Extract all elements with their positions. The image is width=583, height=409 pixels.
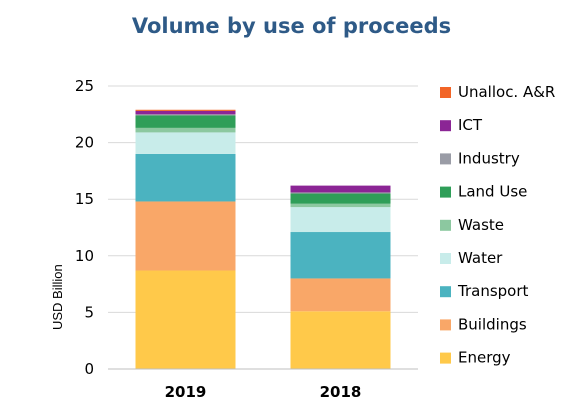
bar-segment-waste-2019 [135, 127, 236, 133]
legend-swatch [440, 286, 451, 298]
bar-segment-land-use-2019 [135, 115, 236, 128]
legend-swatch [440, 352, 451, 364]
bar-segment-industry-2019 [135, 114, 236, 116]
legend-swatch [440, 219, 451, 231]
legend-swatch [440, 319, 451, 331]
y-tick-label: 5 [84, 303, 94, 321]
legend-swatch [440, 186, 451, 198]
y-axis-label: USD Billion [50, 264, 65, 330]
axes: 0 5 10 15 20 25 2019 2018 [75, 77, 418, 401]
legend-label: Unalloc. A&R [458, 83, 555, 101]
legend-swatch [440, 120, 451, 132]
legend-label: Land Use [458, 183, 527, 201]
legend-label: Water [458, 249, 503, 267]
x-tick-label: 2019 [165, 383, 207, 401]
bar-segment-water-2018 [290, 207, 391, 233]
legend-label: Transport [457, 282, 529, 300]
bar-segment-buildings-2018 [290, 278, 391, 312]
bar-segment-buildings-2019 [135, 201, 236, 271]
x-tick-label: 2018 [320, 383, 362, 401]
legend-label: Waste [458, 216, 504, 234]
bar-segment-ict-2018 [290, 185, 391, 193]
bar-segment-unalloc-a-r-2019 [135, 109, 236, 111]
bar-segment-ict-2019 [135, 110, 236, 115]
legend-label: Energy [458, 349, 511, 367]
y-tick-label: 20 [75, 134, 94, 152]
chart-title: Volume by use of proceeds [131, 14, 452, 38]
y-tick-label: 25 [75, 77, 94, 95]
legend-swatch [440, 253, 451, 264]
bar-segment-land-use-2018 [290, 193, 391, 204]
bar-segment-industry-2018 [290, 192, 391, 194]
legend: Unalloc. A&R ICT Industry Land Use Waste Wate… [440, 83, 555, 367]
y-tick-label: 15 [75, 190, 94, 208]
legend-label: Buildings [458, 315, 527, 333]
legend-swatch [440, 87, 451, 98]
y-tick-label: 10 [75, 247, 94, 265]
bar-segment-energy-2018 [290, 311, 391, 369]
legend-label: Industry [458, 149, 520, 167]
bar-segment-water-2019 [135, 132, 236, 154]
bars [135, 109, 391, 369]
bar-segment-transport-2018 [290, 232, 391, 279]
legend-label: ICT [458, 116, 483, 134]
bar-segment-energy-2019 [135, 270, 236, 369]
legend-swatch [440, 153, 451, 165]
bar-segment-transport-2019 [135, 153, 236, 202]
y-tick-label: 0 [84, 360, 94, 378]
bar-segment-waste-2018 [290, 203, 391, 208]
